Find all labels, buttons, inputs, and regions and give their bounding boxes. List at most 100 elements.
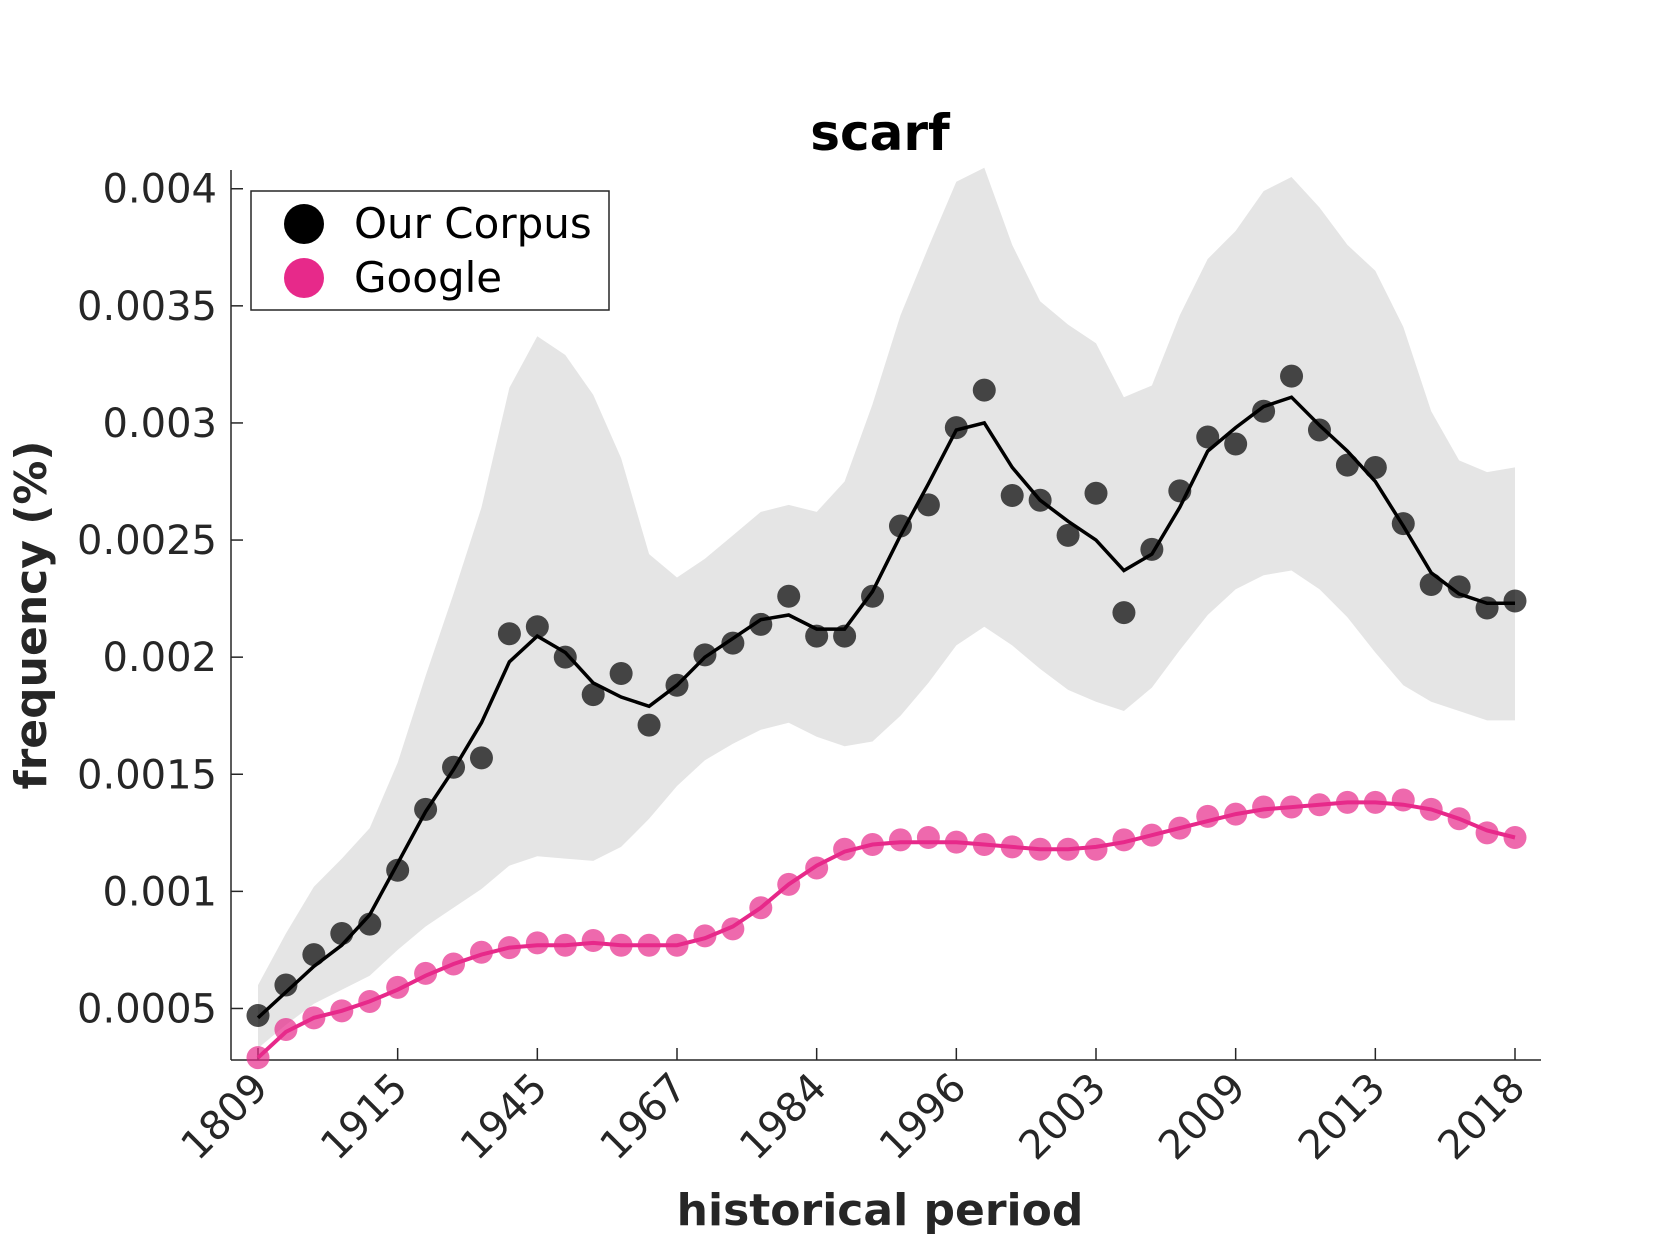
corpus-point <box>1084 481 1108 505</box>
corpus-point <box>1000 484 1024 508</box>
legend-label-our-corpus: Our Corpus <box>354 199 592 248</box>
google-point <box>442 952 466 976</box>
google-point <box>358 989 382 1013</box>
corpus-point <box>1140 537 1164 561</box>
corpus-point <box>1112 601 1136 625</box>
google-point <box>609 933 633 957</box>
google-point <box>581 929 605 953</box>
corpus-point <box>609 662 633 686</box>
corpus-point <box>1363 455 1387 479</box>
corpus-point <box>1280 364 1304 388</box>
corpus-point <box>665 673 689 697</box>
corpus-point <box>693 643 717 667</box>
google-point <box>1280 795 1304 819</box>
google-point <box>637 933 661 957</box>
x-axis-label: historical period <box>677 1185 1084 1236</box>
corpus-point <box>1335 453 1359 477</box>
corpus-point <box>1168 479 1192 503</box>
series-layer <box>246 364 1527 1070</box>
corpus-point <box>358 912 382 936</box>
google-point <box>721 917 745 941</box>
google-point <box>414 961 438 985</box>
y-tick-label: 0.003 <box>102 401 217 447</box>
axes-layer <box>230 170 1541 1061</box>
legend: Our Corpus Google <box>250 190 610 311</box>
corpus-point <box>386 858 410 882</box>
corpus-point <box>888 514 912 538</box>
google-point <box>553 933 577 957</box>
google-point <box>1084 837 1108 861</box>
google-point <box>469 940 493 964</box>
y-tick-label: 0.001 <box>102 869 217 915</box>
google-point <box>693 924 717 948</box>
corpus-point <box>1224 432 1248 456</box>
google-point <box>1503 826 1527 849</box>
corpus-trend-line <box>256 395 1515 1020</box>
corpus-point <box>1503 589 1527 613</box>
corpus-point <box>330 922 354 946</box>
google-point <box>1168 816 1192 840</box>
google-point <box>888 828 912 852</box>
corpus-point <box>1419 573 1443 597</box>
corpus-point <box>833 624 857 648</box>
google-point <box>777 872 801 896</box>
corpus-point <box>302 943 326 967</box>
google-point <box>302 1006 326 1030</box>
corpus-point <box>581 683 605 707</box>
google-point <box>944 830 968 854</box>
google-point <box>665 933 689 957</box>
google-point <box>330 999 354 1023</box>
corpus-point <box>525 615 549 639</box>
corpus-point <box>1056 523 1080 547</box>
legend-marker-our-corpus <box>284 204 324 244</box>
corpus-point <box>1307 418 1331 442</box>
confidence-band <box>258 167 1515 1049</box>
corpus-point <box>497 622 521 646</box>
google-point <box>1475 821 1499 845</box>
corpus-point <box>1196 425 1220 449</box>
corpus-point <box>414 797 438 821</box>
google-point <box>1307 793 1331 817</box>
corpus-point <box>777 584 801 608</box>
google-point <box>749 896 773 920</box>
y-tick-label: 0.0025 <box>77 518 217 564</box>
legend-label-google: Google <box>354 253 502 302</box>
google-point <box>916 826 940 849</box>
corpus-point <box>861 584 885 608</box>
google-point <box>497 936 521 960</box>
corpus-point <box>1028 488 1052 512</box>
google-point <box>972 833 996 857</box>
corpus-point <box>1252 399 1276 423</box>
google-point <box>1252 795 1276 819</box>
google-point <box>805 856 829 880</box>
google-point <box>1335 790 1359 814</box>
corpus-point <box>553 645 577 669</box>
google-point <box>525 931 549 955</box>
confidence-band-layer <box>258 167 1515 1049</box>
y-tick-label: 0.0035 <box>77 284 217 330</box>
corpus-point <box>637 713 661 737</box>
google-point <box>1419 797 1443 821</box>
corpus-point <box>805 624 829 648</box>
google-point <box>1140 823 1164 847</box>
google-point <box>1196 804 1220 828</box>
corpus-point <box>274 973 298 997</box>
google-point <box>861 833 885 857</box>
google-point <box>246 1046 270 1070</box>
google-point <box>833 837 857 861</box>
google-trend-line <box>256 800 1516 1060</box>
corpus-point <box>442 755 466 779</box>
y-tick-label: 0.002 <box>102 635 217 681</box>
google-point <box>1056 837 1080 861</box>
y-tick-label: 0.0005 <box>77 986 217 1032</box>
corpus-point <box>1475 596 1499 620</box>
google-point <box>1224 802 1248 826</box>
google-point <box>1391 788 1415 812</box>
corpus-point <box>246 1004 270 1027</box>
google-point <box>274 1018 298 1042</box>
y-tick-label: 0.004 <box>102 167 217 213</box>
corpus-point <box>469 746 493 770</box>
legend-marker-google <box>284 258 324 298</box>
google-point <box>1363 790 1387 814</box>
